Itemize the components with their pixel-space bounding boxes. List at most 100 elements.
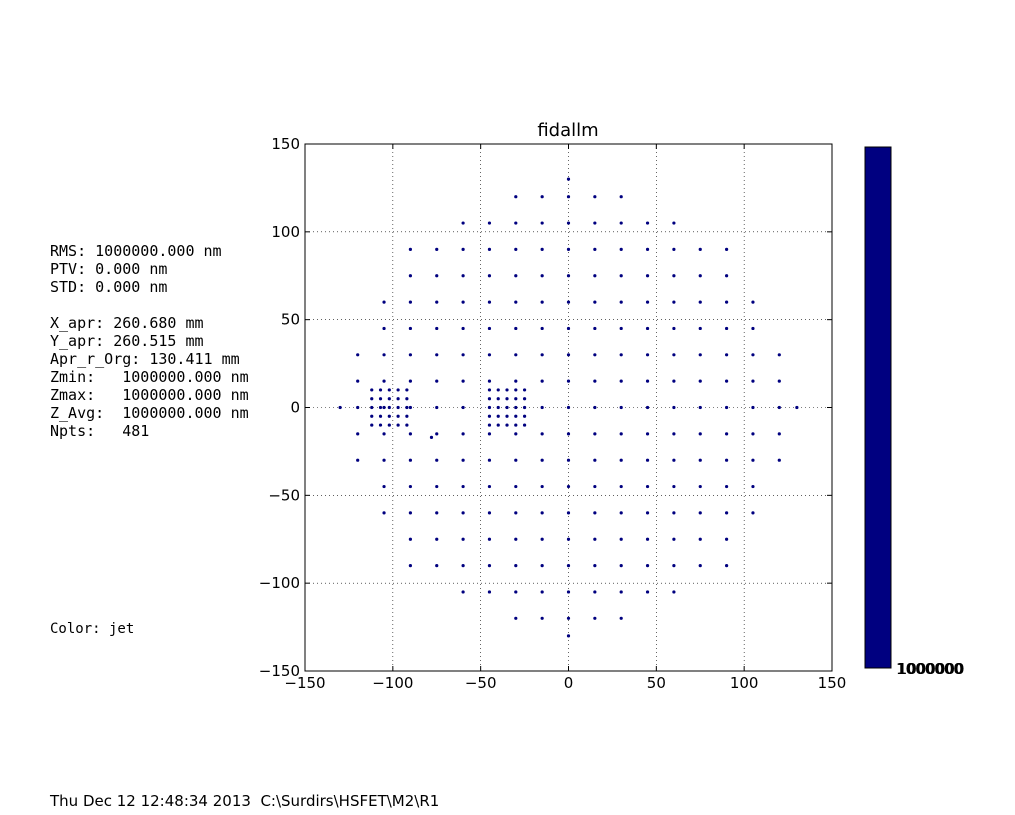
data-point: [645, 590, 650, 594]
data-point: [487, 379, 492, 383]
colorbar: [864, 146, 892, 669]
data-point: [461, 353, 465, 357]
data-point: [461, 274, 465, 278]
colorbar-tick-label: 1000000: [897, 660, 964, 678]
data-point: [593, 300, 597, 304]
data-point: [795, 405, 799, 410]
data-point: [387, 397, 391, 401]
data-point: [378, 405, 383, 410]
data-point: [725, 537, 729, 541]
data-point: [487, 564, 492, 568]
data-point: [408, 432, 412, 436]
data-point: [645, 274, 650, 278]
data-point: [672, 326, 676, 331]
y-tick-label: −100: [259, 574, 300, 592]
data-point: [370, 388, 374, 392]
data-point: [725, 274, 729, 278]
data-point: [645, 300, 650, 304]
data-point: [698, 405, 702, 410]
data-point: [382, 432, 386, 436]
data-point: [725, 484, 729, 489]
x-tick-label: −50: [465, 674, 497, 692]
data-point: [496, 397, 500, 401]
data-point: [487, 432, 492, 436]
data-point: [751, 300, 755, 304]
data-point: [619, 432, 623, 436]
data-point: [619, 326, 623, 331]
data-point: [356, 458, 360, 462]
data-point: [356, 405, 360, 410]
data-point: [487, 353, 492, 357]
data-point: [387, 388, 391, 392]
data-point: [514, 195, 518, 199]
data-point: [435, 274, 439, 278]
data-point: [593, 484, 597, 489]
data-point: [387, 405, 391, 410]
data-point: [396, 423, 400, 427]
data-point: [461, 247, 465, 251]
data-point: [435, 458, 439, 462]
data-point: [672, 300, 676, 304]
data-point: [378, 423, 383, 427]
data-point: [619, 458, 623, 462]
data-point: [751, 511, 755, 515]
data-point: [725, 458, 729, 462]
data-point: [408, 300, 412, 304]
data-point: [645, 379, 650, 383]
data-point: [619, 590, 623, 594]
y-tick-label: 100: [271, 223, 300, 241]
data-point: [698, 274, 702, 278]
data-point: [408, 537, 412, 541]
data-point: [496, 414, 500, 418]
data-point: [593, 405, 597, 410]
data-point: [382, 353, 386, 357]
data-point: [505, 405, 509, 410]
data-point: [566, 195, 571, 199]
data-point: [378, 388, 383, 392]
data-point: [672, 221, 676, 225]
data-point: [540, 353, 544, 357]
data-point: [645, 511, 650, 515]
data-point: [408, 379, 412, 383]
data-point: [435, 326, 439, 331]
data-point: [777, 458, 781, 462]
data-point: [514, 484, 518, 489]
data-point: [645, 247, 650, 251]
data-point: [487, 274, 492, 278]
data-point: [593, 379, 597, 383]
data-points: [338, 177, 799, 638]
data-point: [593, 432, 597, 436]
data-point: [408, 247, 412, 251]
data-point: [672, 564, 676, 568]
data-point: [514, 458, 518, 462]
data-point: [487, 484, 492, 489]
data-point: [593, 247, 597, 251]
data-point: [356, 432, 360, 436]
data-point: [698, 484, 702, 489]
data-point: [540, 537, 544, 541]
data-point: [777, 432, 781, 436]
data-point: [487, 221, 492, 225]
data-point: [514, 616, 518, 620]
data-point: [382, 326, 386, 331]
data-point: [566, 221, 571, 225]
data-point: [514, 379, 518, 383]
data-point: [382, 379, 386, 383]
data-point: [619, 195, 623, 199]
data-point: [566, 537, 571, 541]
data-point: [382, 300, 386, 304]
data-point: [405, 397, 409, 401]
data-point: [461, 511, 465, 515]
data-point: [461, 405, 465, 410]
data-point: [487, 326, 492, 331]
data-point: [566, 300, 571, 304]
x-tick-label: −150: [284, 674, 325, 692]
data-point: [672, 511, 676, 515]
x-tick-label: 150: [818, 674, 847, 692]
data-point: [540, 379, 544, 383]
data-point: [356, 353, 360, 357]
data-point: [619, 247, 623, 251]
data-point: [540, 195, 544, 199]
data-point: [698, 353, 702, 357]
y-tick-label: −150: [259, 662, 300, 680]
